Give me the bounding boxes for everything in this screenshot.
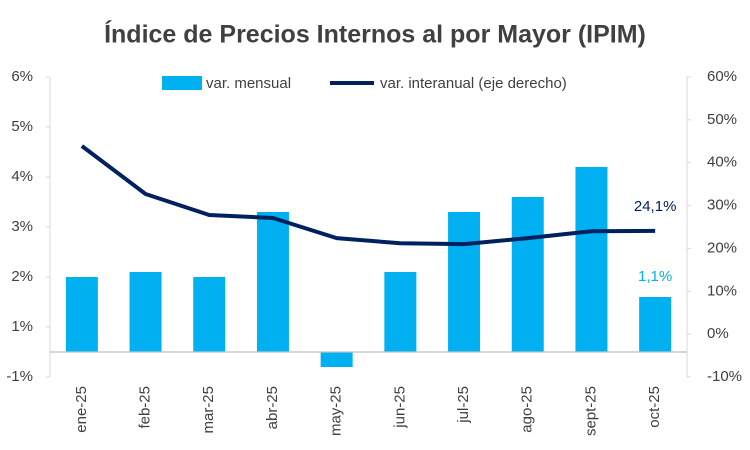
y-tick-label: 1% xyxy=(11,318,33,335)
y2-tick-label: 40% xyxy=(707,154,737,171)
x-tick-label: ago-25 xyxy=(519,386,536,433)
x-tick-label: abr-25 xyxy=(264,386,281,429)
x-tick-label: may-25 xyxy=(328,386,345,436)
y-tick-label: 6% xyxy=(11,68,33,85)
x-tick-label: oct-25 xyxy=(646,386,663,428)
x-tick-label: jun-25 xyxy=(391,386,408,429)
legend-label: var. interanual (eje derecho) xyxy=(380,75,567,92)
bar xyxy=(65,277,98,352)
x-tick-label: mar-25 xyxy=(200,386,217,434)
data-label: 1,1% xyxy=(638,268,672,285)
bar xyxy=(256,212,289,352)
bar xyxy=(193,277,226,352)
bar xyxy=(129,272,162,352)
y-tick-label: 4% xyxy=(11,168,33,185)
bar xyxy=(639,297,672,352)
y2-tick-label: 20% xyxy=(707,239,737,256)
y-tick-label: 2% xyxy=(11,268,33,285)
y-tick-label: 5% xyxy=(11,118,33,135)
x-tick-label: sept-25 xyxy=(582,386,599,436)
line xyxy=(80,144,656,247)
bar xyxy=(575,167,608,352)
bar xyxy=(384,272,417,352)
x-tick-label: jul-25 xyxy=(455,386,472,424)
x-tick-label: feb-25 xyxy=(137,386,154,429)
bar xyxy=(320,352,353,367)
y2-tick-label: 50% xyxy=(707,111,737,128)
y2-tick-label: -10% xyxy=(707,368,742,385)
data-label: 24,1% xyxy=(634,198,677,215)
y2-tick-label: 0% xyxy=(707,325,729,342)
chart-title: Índice de Precios Internos al por Mayor … xyxy=(104,20,646,49)
legend-label: var. mensual xyxy=(206,75,291,92)
x-tick-label: ene-25 xyxy=(73,386,90,433)
y-tick-label: 3% xyxy=(11,218,33,235)
y2-tick-label: 30% xyxy=(707,197,737,214)
y2-tick-label: 10% xyxy=(707,282,737,299)
y2-tick-label: 60% xyxy=(707,68,737,85)
bar xyxy=(448,212,481,352)
y-tick-label: -1% xyxy=(6,368,33,385)
bar xyxy=(511,197,544,352)
legend-swatch xyxy=(162,76,202,90)
